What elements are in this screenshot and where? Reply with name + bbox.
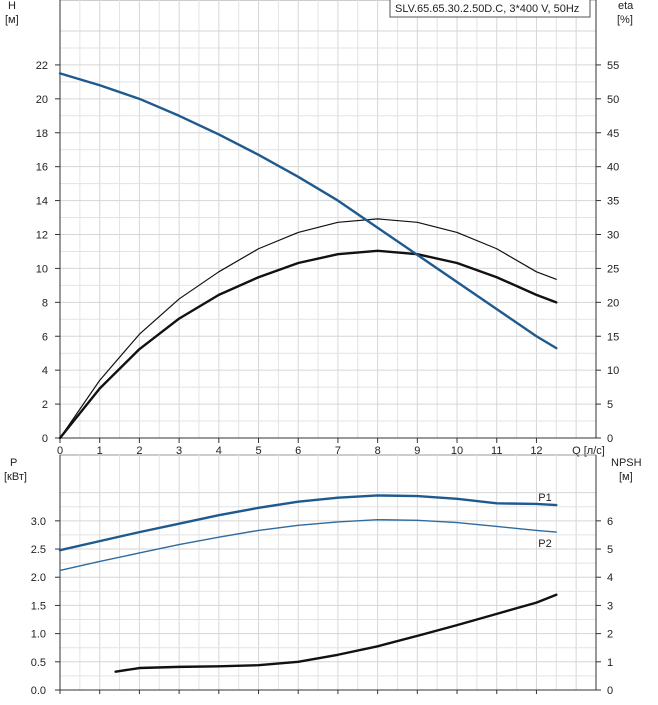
upper-x-axis-title: Q [л/с] bbox=[572, 445, 605, 457]
upper-y-left-tick-label: 16 bbox=[36, 162, 48, 174]
upper-y-left-tick-label: 8 bbox=[42, 297, 48, 309]
upper-y-left-tick-label: 10 bbox=[36, 263, 48, 275]
upper-y-right-tick-label: 25 bbox=[607, 263, 619, 275]
lower-y-right-tick-label: 0 bbox=[607, 685, 613, 697]
upper-y-left-tick-label: 20 bbox=[36, 94, 48, 106]
upper-x-tick-label: 3 bbox=[176, 445, 182, 457]
upper-x-tick-label: 12 bbox=[530, 445, 542, 457]
lower-y-left-tick-label: 2.0 bbox=[31, 572, 46, 584]
upper-x-tick-label: 4 bbox=[216, 445, 222, 457]
upper-y-right-tick-label: 20 bbox=[607, 297, 619, 309]
upper-plot-frame bbox=[59, 0, 597, 439]
upper-x-tick-label: 1 bbox=[97, 445, 103, 457]
upper-y-left-tick-label: 4 bbox=[42, 365, 48, 377]
upper-y-left-tick-label: 2 bbox=[42, 399, 48, 411]
lower-y-left-tick-label: 3.0 bbox=[31, 516, 46, 528]
upper-y-left-tick-label: 18 bbox=[36, 128, 48, 140]
upper-y-left-tick-label: 0 bbox=[42, 433, 48, 445]
lower-y-left-title: P bbox=[10, 457, 17, 469]
upper-y-right-tick-label: 5 bbox=[607, 399, 613, 411]
upper-y-left-tick-label: 12 bbox=[36, 230, 48, 242]
upper-y-right-title: eta bbox=[618, 0, 634, 12]
upper-x-tick-label: 2 bbox=[136, 445, 142, 457]
p1-curve bbox=[58, 494, 558, 552]
upper-y-right-tick-label: 30 bbox=[607, 230, 619, 242]
lower-y-right-tick-label: 3 bbox=[607, 600, 613, 612]
upper-y-left-unit: [м] bbox=[5, 14, 19, 26]
p1-label: P1 bbox=[538, 492, 551, 504]
lower-y-left-tick-label: 0.0 bbox=[31, 685, 46, 697]
lower-y-right-tick-label: 1 bbox=[607, 657, 613, 669]
head-curve bbox=[58, 72, 558, 350]
upper-x-tick-label: 10 bbox=[451, 445, 463, 457]
lower-y-right-title: NPSH bbox=[611, 457, 642, 469]
upper-y-left-tick-label: 22 bbox=[36, 60, 48, 72]
upper-y-left-tick-label: 14 bbox=[36, 196, 48, 208]
upper-y-right-tick-label: 0 bbox=[607, 433, 613, 445]
lower-y-left-unit: [кВт] bbox=[4, 471, 27, 483]
upper-x-tick-label: 6 bbox=[295, 445, 301, 457]
lower-y-left-tick-label: 1.5 bbox=[31, 600, 46, 612]
upper-y-right-tick-label: 10 bbox=[607, 365, 619, 377]
lower-y-right-tick-label: 2 bbox=[607, 629, 613, 641]
upper-y-left-tick-label: 6 bbox=[42, 331, 48, 343]
p2-label: P2 bbox=[538, 538, 551, 550]
model-title-box bbox=[389, 0, 591, 18]
lower-y-right-tick-label: 4 bbox=[607, 572, 613, 584]
upper-x-tick-label: 9 bbox=[414, 445, 420, 457]
upper-x-tick-label: 0 bbox=[57, 445, 63, 457]
model-title: SLV.65.65.30.2.50D.C, 3*400 V, 50Hz bbox=[395, 3, 579, 15]
lower-y-right-tick-label: 5 bbox=[607, 544, 613, 556]
lower-y-right-unit: [м] bbox=[619, 471, 633, 483]
efficiency-curve-thin bbox=[59, 218, 557, 439]
lower-y-right-tick-label: 6 bbox=[607, 516, 613, 528]
upper-y-right-tick-label: 50 bbox=[607, 94, 619, 106]
p2-curve bbox=[59, 519, 557, 572]
upper-y-right-tick-label: 35 bbox=[607, 196, 619, 208]
upper-y-right-tick-label: 55 bbox=[607, 60, 619, 72]
upper-y-right-tick-label: 15 bbox=[607, 331, 619, 343]
efficiency-curve-thick bbox=[58, 249, 558, 440]
lower-y-left-tick-label: 0.5 bbox=[31, 657, 46, 669]
upper-x-tick-label: 5 bbox=[255, 445, 261, 457]
lower-plot-frame bbox=[59, 454, 597, 691]
upper-x-tick-label: 7 bbox=[335, 445, 341, 457]
upper-y-left-title: H bbox=[8, 0, 16, 12]
lower-y-left-tick-label: 2.5 bbox=[31, 544, 46, 556]
upper-x-tick-label: 8 bbox=[375, 445, 381, 457]
lower-y-left-tick-label: 1.0 bbox=[31, 629, 46, 641]
upper-y-right-unit: [%] bbox=[617, 14, 633, 26]
upper-y-right-tick-label: 40 bbox=[607, 162, 619, 174]
upper-y-right-tick-label: 45 bbox=[607, 128, 619, 140]
upper-x-tick-label: 11 bbox=[491, 445, 502, 457]
npsh-curve bbox=[114, 593, 558, 673]
